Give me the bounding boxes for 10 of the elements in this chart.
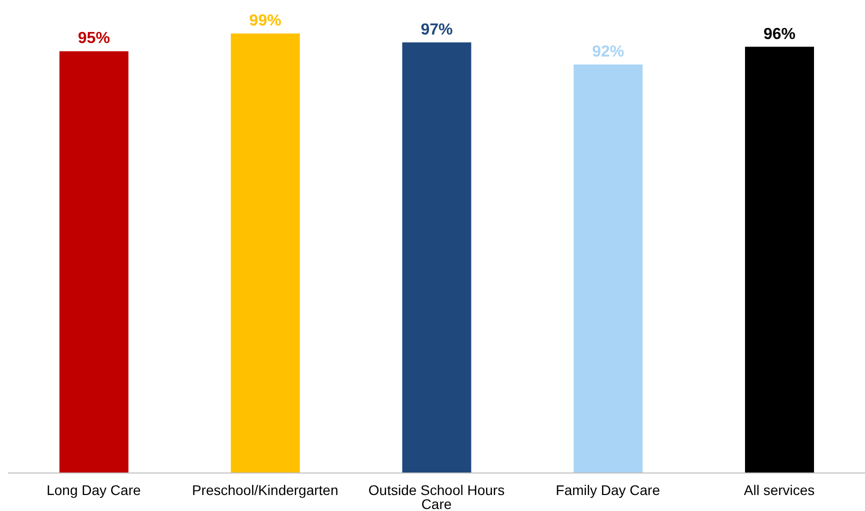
- x-tick-label: Preschool/Kindergarten: [192, 482, 338, 498]
- data-label: 95%: [78, 30, 110, 48]
- x-tick-label: Family Day Care: [556, 482, 660, 498]
- data-label: 92%: [592, 44, 624, 61]
- x-tick-label: Long Day Care: [46, 482, 141, 498]
- data-label: 99%: [249, 12, 282, 30]
- data-label: 97%: [420, 21, 453, 38]
- data-label: 96%: [764, 26, 796, 43]
- x-tick-label: All services: [744, 482, 815, 498]
- x-tick-label: Outside School Hours Care: [368, 482, 505, 511]
